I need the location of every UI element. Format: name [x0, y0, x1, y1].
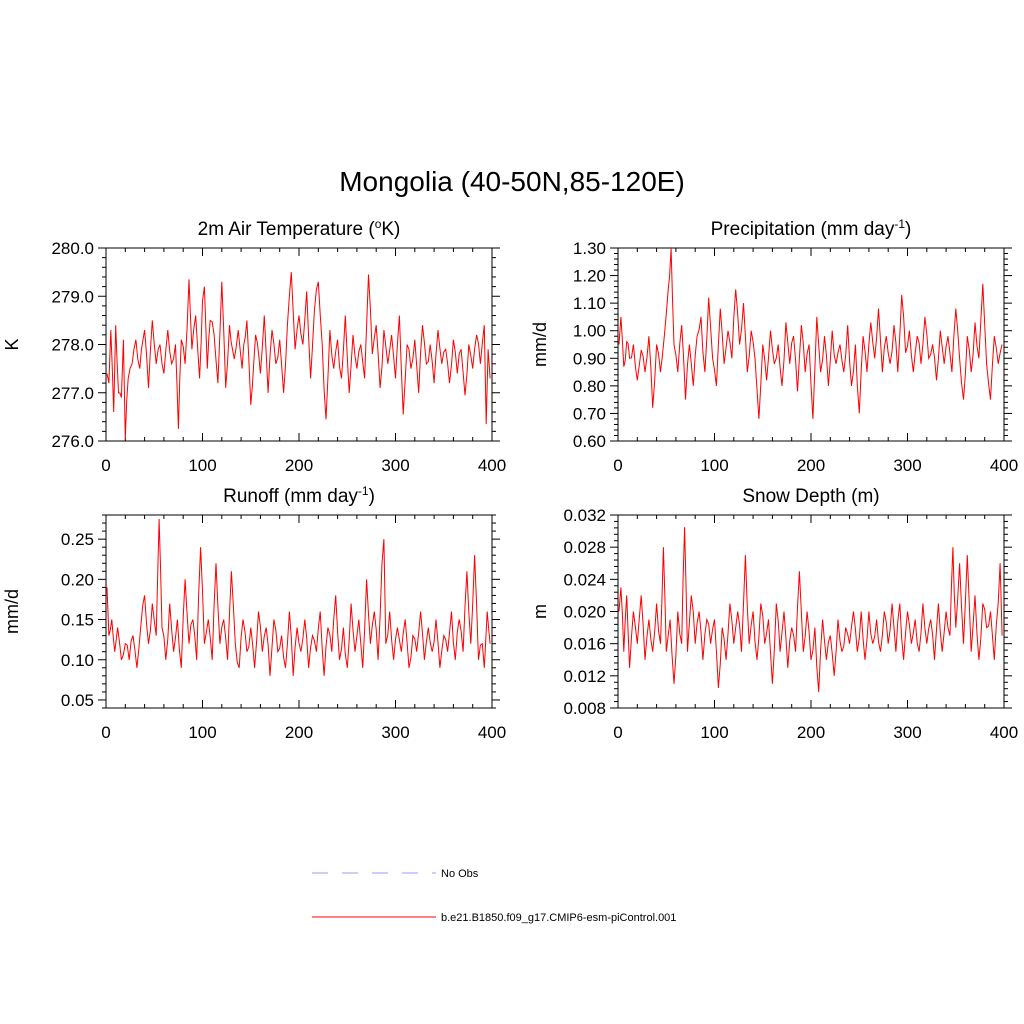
legend-label: No Obs [441, 868, 479, 880]
y-tick-label: 0.008 [563, 699, 606, 718]
panel-title: Runoff (mm day-1) [223, 484, 375, 507]
y-tick-label: 0.020 [563, 603, 606, 622]
x-tick-label: 400 [478, 456, 506, 475]
plot-frame [105, 514, 493, 709]
y-tick-label: 0.15 [61, 611, 94, 630]
panel-1: 2m Air Temperature (oK) 0 100 200 300 400 276.… [2, 217, 506, 475]
panel-4: Snow Depth (m) 0 100 200 300 400 0.008 0.012 0.0… [530, 486, 1018, 742]
x-tick-label: 100 [700, 456, 728, 475]
x-tick-label: 0 [101, 723, 110, 742]
y-tick-label: 0.10 [61, 651, 94, 670]
y-tick-label: 0.25 [61, 530, 94, 549]
y-tick-label: 0.016 [563, 635, 606, 654]
x-tick-label: 300 [893, 456, 921, 475]
legend: No Obs b.e21.B1850.f09_g17.CMIP6-esm-piCo… [312, 868, 676, 924]
x-tick-label: 400 [478, 723, 506, 742]
panel-title: 2m Air Temperature (oK) [198, 217, 401, 240]
series-line [618, 247, 1003, 419]
x-tick-label: 300 [893, 723, 921, 742]
x-tick-label: 100 [188, 723, 216, 742]
series-line [106, 272, 491, 439]
x-tick-label: 0 [613, 456, 622, 475]
y-tick-label: 0.90 [573, 349, 606, 368]
x-tick-label: 100 [188, 456, 216, 475]
y-tick-label: 0.70 [573, 404, 606, 423]
y-tick-label: 1.00 [573, 322, 606, 341]
legend-label: b.e21.B1850.f09_g17.CMIP6-esm-piControl.… [441, 912, 676, 924]
y-tick-label: 276.0 [51, 432, 94, 451]
y-tick-label: 1.10 [573, 294, 606, 313]
y-tick-label: 0.032 [563, 506, 606, 525]
x-tick-label: 300 [381, 723, 409, 742]
y-tick-label: 0.80 [573, 377, 606, 396]
x-tick-label: 400 [990, 456, 1018, 475]
x-tick-label: 300 [381, 456, 409, 475]
x-tick-label: 0 [101, 456, 110, 475]
panel-title: Snow Depth (m) [742, 486, 879, 507]
plot-frame [105, 247, 493, 442]
y-axis-label: m [530, 604, 550, 619]
y-axis-label: mm/d [2, 589, 22, 634]
series-line [106, 518, 491, 676]
y-tick-label: 1.20 [573, 267, 606, 286]
y-tick-label: 278.0 [51, 336, 94, 355]
y-tick-label: 0.028 [563, 538, 606, 557]
y-tick-label: 0.024 [563, 570, 606, 589]
x-tick-label: 100 [700, 723, 728, 742]
x-tick-label: 0 [613, 723, 622, 742]
y-axis-label: mm/d [530, 322, 550, 367]
x-tick-label: 200 [285, 723, 313, 742]
panel-3: Runoff (mm day-1) 0 100 200 300 400 0.05 0.10 0.… [2, 484, 506, 742]
main-title: Mongolia (40-50N,85-120E) [339, 166, 685, 197]
y-tick-label: 0.012 [563, 667, 606, 686]
x-tick-label: 200 [285, 456, 313, 475]
y-tick-label: 0.60 [573, 432, 606, 451]
y-tick-label: 277.0 [51, 384, 94, 403]
y-tick-label: 0.20 [61, 570, 94, 589]
series-line [618, 527, 1003, 692]
y-tick-label: 0.05 [61, 691, 94, 710]
y-tick-label: 1.30 [573, 239, 606, 258]
panel-title: Precipitation (mm day-1) [711, 217, 912, 240]
x-tick-label: 200 [797, 456, 825, 475]
y-tick-label: 280.0 [51, 239, 94, 258]
x-tick-label: 400 [990, 723, 1018, 742]
x-tick-label: 200 [797, 723, 825, 742]
panel-2: Precipitation (mm day-1) 0 100 200 300 400 0.6… [530, 217, 1018, 475]
y-axis-label: K [2, 338, 22, 350]
y-tick-label: 279.0 [51, 287, 94, 306]
